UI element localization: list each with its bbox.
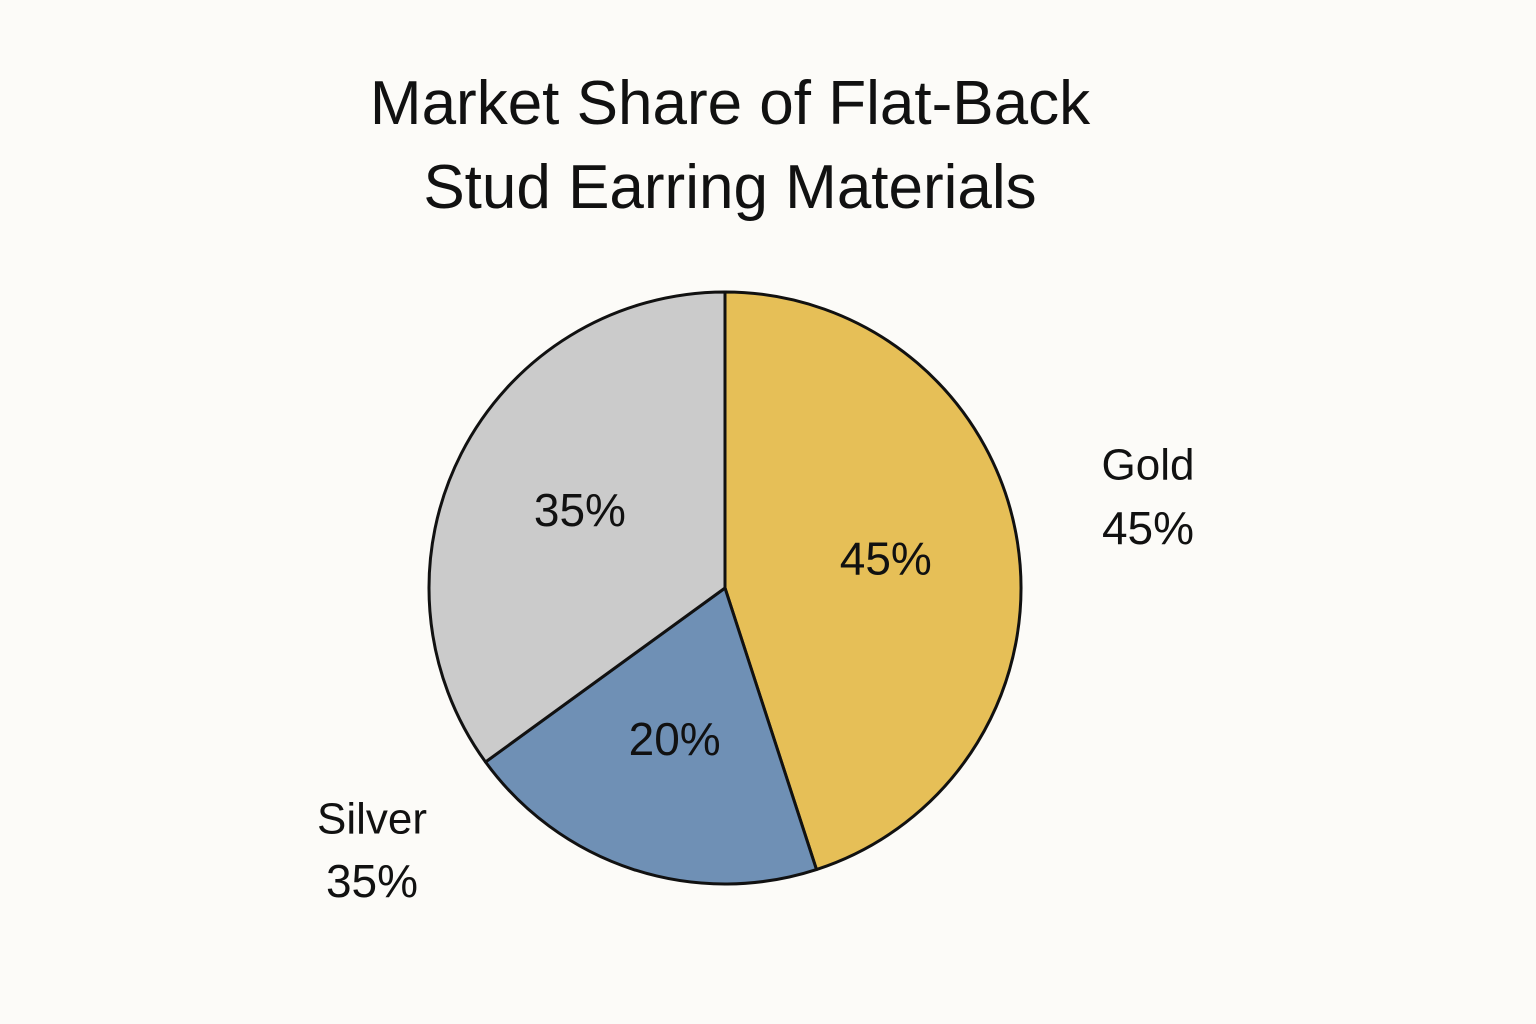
slice-label: 45% [840,533,932,585]
pie-slice [427,290,727,764]
category-label: Silver [317,795,427,844]
slice-label: 35% [534,484,626,536]
category-value-label: 35% [326,855,418,907]
category-label: Gold [1102,441,1195,490]
slice-label: 20% [629,713,721,765]
pie-slice [484,586,818,886]
pie-slice [723,290,1023,872]
chart-title: Market Share of Flat-Back Stud Earring M… [369,69,1091,222]
category-value-label: 45% [1102,502,1194,554]
